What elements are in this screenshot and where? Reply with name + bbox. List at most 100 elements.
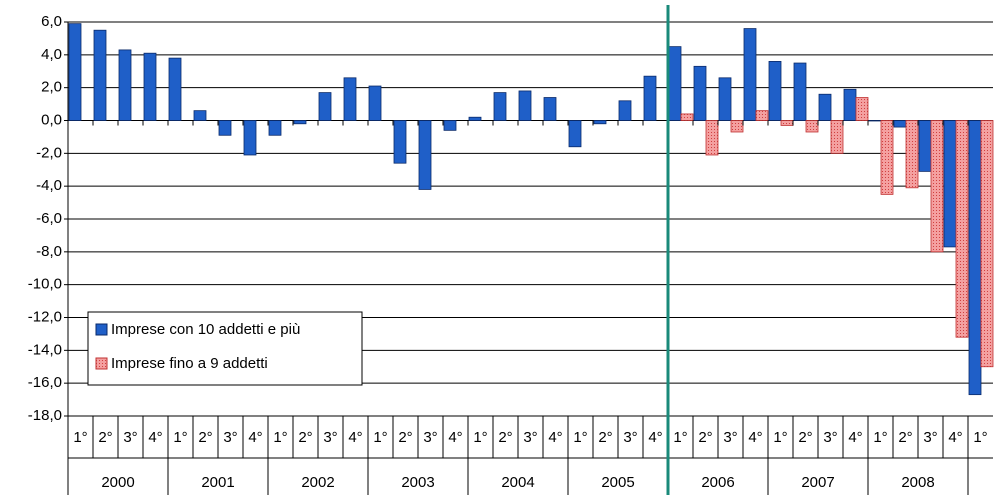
bar bbox=[443, 120, 457, 131]
bar bbox=[730, 120, 744, 133]
bar bbox=[718, 77, 732, 121]
x-tick-label: 2° bbox=[198, 429, 212, 446]
year-label: 2005 bbox=[601, 474, 634, 491]
bar bbox=[768, 61, 782, 121]
year-label: 2006 bbox=[701, 474, 734, 491]
legend-label: Imprese con 10 addetti e più bbox=[111, 321, 300, 338]
bar bbox=[318, 92, 332, 121]
x-tick-label: 1° bbox=[673, 429, 687, 446]
bar bbox=[868, 120, 882, 122]
bar bbox=[755, 110, 769, 121]
bar bbox=[943, 120, 957, 248]
legend-swatch bbox=[95, 357, 108, 370]
bar bbox=[418, 120, 432, 190]
x-tick-label: 3° bbox=[623, 429, 637, 446]
x-tick-label: 3° bbox=[123, 429, 137, 446]
bar bbox=[855, 97, 869, 121]
bar bbox=[118, 49, 132, 121]
bar bbox=[343, 77, 357, 121]
bar bbox=[818, 93, 832, 121]
bar bbox=[793, 62, 807, 121]
bar bbox=[193, 110, 207, 121]
x-tick-label: 2° bbox=[498, 429, 512, 446]
bar bbox=[680, 113, 694, 121]
x-tick-label: 3° bbox=[323, 429, 337, 446]
y-tick-label: -10,0 bbox=[28, 276, 62, 293]
bar bbox=[93, 29, 107, 121]
bar bbox=[293, 120, 307, 125]
bar bbox=[930, 120, 944, 253]
legend: Imprese con 10 addetti e più Imprese fino… bbox=[87, 311, 363, 386]
x-tick-label: 3° bbox=[223, 429, 237, 446]
bar bbox=[668, 46, 682, 121]
bar bbox=[780, 120, 794, 126]
x-tick-label: 4° bbox=[348, 429, 362, 446]
x-tick-label: 2° bbox=[598, 429, 612, 446]
x-tick-label: 4° bbox=[848, 429, 862, 446]
year-label: 2000 bbox=[101, 474, 134, 491]
bar bbox=[143, 52, 157, 121]
bar bbox=[805, 120, 819, 133]
x-tick-label: 3° bbox=[423, 429, 437, 446]
bar bbox=[68, 23, 82, 121]
x-tick-label: 1° bbox=[473, 429, 487, 446]
x-tick-label: 1° bbox=[173, 429, 187, 446]
bar bbox=[830, 120, 844, 154]
y-tick-label: 6,0 bbox=[41, 13, 62, 30]
x-tick-label: 1° bbox=[973, 429, 987, 446]
x-tick-label: 3° bbox=[923, 429, 937, 446]
x-tick-label: 2° bbox=[898, 429, 912, 446]
bar bbox=[568, 120, 582, 148]
year-label: 2001 bbox=[201, 474, 234, 491]
bar bbox=[893, 120, 907, 128]
legend-swatch bbox=[95, 323, 108, 336]
bar bbox=[593, 120, 607, 125]
legend-box bbox=[87, 311, 363, 386]
x-tick-label: 4° bbox=[648, 429, 662, 446]
bar bbox=[905, 120, 919, 189]
x-tick-label: 3° bbox=[523, 429, 537, 446]
year-label: 2007 bbox=[801, 474, 834, 491]
x-tick-label: 1° bbox=[773, 429, 787, 446]
x-tick-label: 1° bbox=[873, 429, 887, 446]
x-tick-label: 1° bbox=[73, 429, 87, 446]
bar bbox=[393, 120, 407, 164]
bar bbox=[968, 120, 982, 396]
bar bbox=[880, 120, 894, 195]
bar bbox=[368, 85, 382, 121]
x-tick-label: 3° bbox=[823, 429, 837, 446]
bar bbox=[518, 90, 532, 121]
x-tick-label: 4° bbox=[948, 429, 962, 446]
x-tick-label: 1° bbox=[373, 429, 387, 446]
y-tick-label: 0,0 bbox=[41, 111, 62, 128]
bar bbox=[643, 75, 657, 121]
x-tick-label: 3° bbox=[723, 429, 737, 446]
x-tick-label: 1° bbox=[273, 429, 287, 446]
year-label: 2008 bbox=[901, 474, 934, 491]
bar bbox=[243, 120, 257, 156]
y-tick-label: -8,0 bbox=[36, 243, 62, 260]
y-tick-label: 2,0 bbox=[41, 79, 62, 96]
y-tick-label: -16,0 bbox=[28, 374, 62, 391]
bar bbox=[618, 100, 632, 121]
bar bbox=[268, 120, 282, 136]
y-tick-label: -2,0 bbox=[36, 144, 62, 161]
bar bbox=[980, 120, 994, 368]
x-tick-label: 2° bbox=[698, 429, 712, 446]
bar bbox=[705, 120, 719, 156]
bar bbox=[493, 92, 507, 121]
bar bbox=[543, 97, 557, 121]
bar bbox=[955, 120, 969, 338]
bar bbox=[693, 65, 707, 121]
x-tick-label: 2° bbox=[398, 429, 412, 446]
year-label: 2003 bbox=[401, 474, 434, 491]
y-tick-label: -12,0 bbox=[28, 308, 62, 325]
x-tick-label: 2° bbox=[98, 429, 112, 446]
bar bbox=[843, 88, 857, 121]
x-tick-label: 4° bbox=[448, 429, 462, 446]
y-tick-label: -4,0 bbox=[36, 177, 62, 194]
y-tick-label: -18,0 bbox=[28, 407, 62, 424]
x-tick-label: 4° bbox=[148, 429, 162, 446]
